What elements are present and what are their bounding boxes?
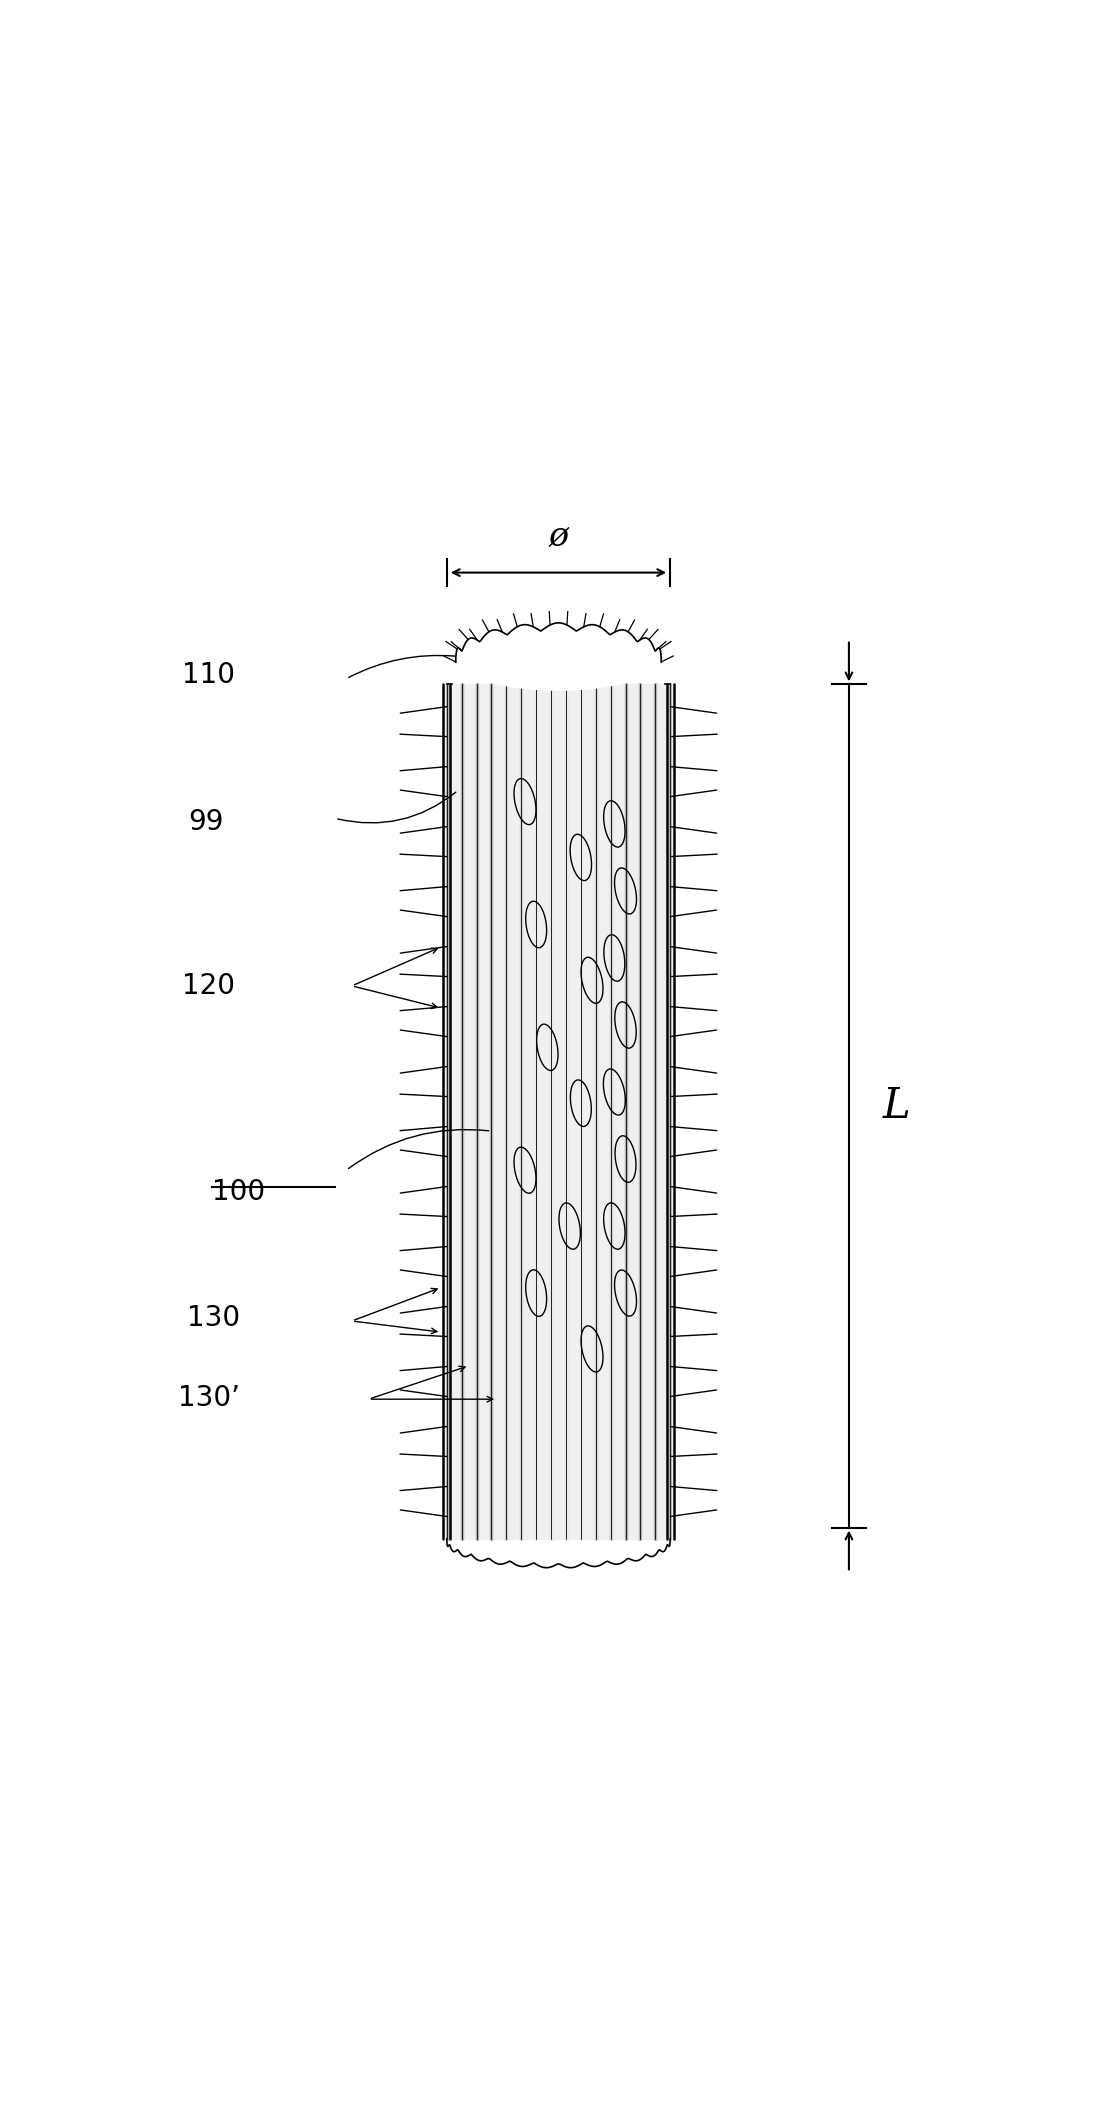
Ellipse shape (461, 633, 656, 690)
Text: 130: 130 (187, 1304, 240, 1332)
Text: 100: 100 (212, 1177, 266, 1207)
Text: ø: ø (548, 521, 569, 553)
Text: 120: 120 (182, 972, 235, 999)
Text: 130’: 130’ (178, 1385, 240, 1412)
Text: 110: 110 (182, 661, 235, 690)
Text: L: L (882, 1086, 910, 1126)
Bar (447, 684, 670, 1539)
Text: 99: 99 (188, 809, 223, 836)
